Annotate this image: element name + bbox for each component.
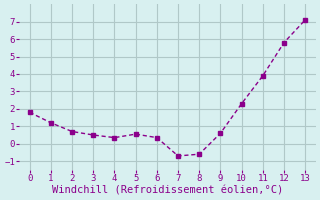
- X-axis label: Windchill (Refroidissement éolien,°C): Windchill (Refroidissement éolien,°C): [52, 186, 283, 196]
